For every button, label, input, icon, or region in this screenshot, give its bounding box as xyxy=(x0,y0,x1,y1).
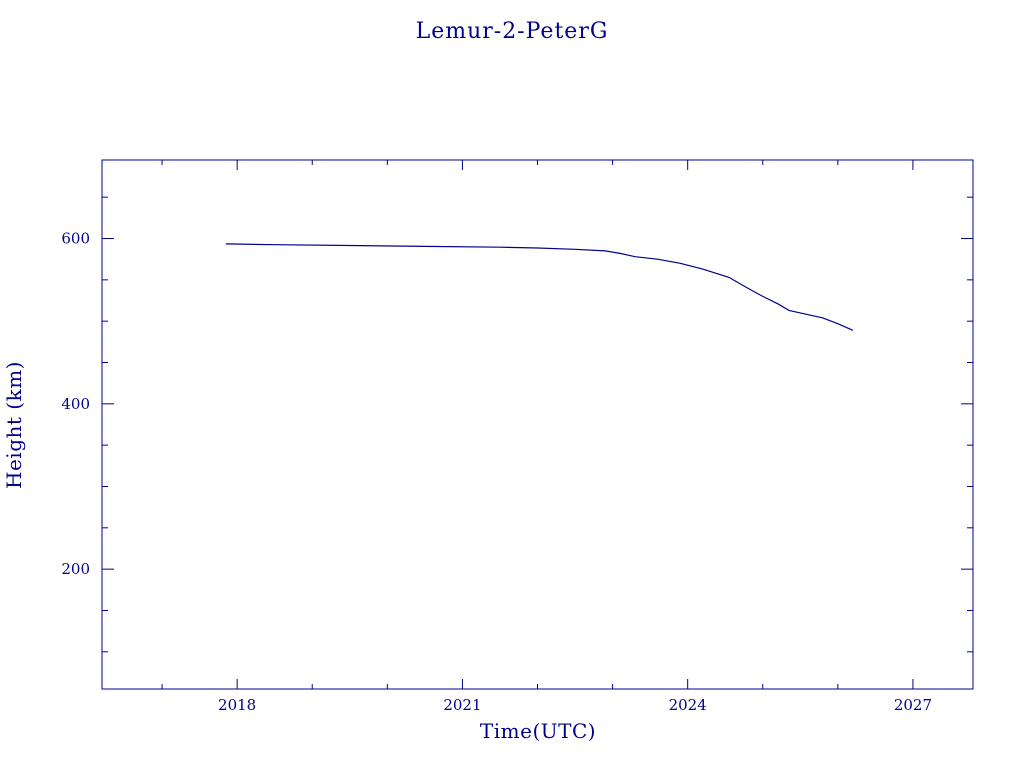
y-tick-label: 200 xyxy=(61,560,90,578)
y-tick-label: 600 xyxy=(61,230,90,248)
x-tick-label: 2021 xyxy=(443,696,481,714)
series-line-height xyxy=(225,243,854,331)
x-tick-labels: 2018 2021 2024 2027 xyxy=(218,696,932,714)
tick-marks xyxy=(102,160,973,689)
y-axis-label: Height (km) xyxy=(2,361,26,489)
x-tick-label: 2018 xyxy=(218,696,256,714)
y-tick-label: 400 xyxy=(61,395,90,413)
x-tick-label: 2024 xyxy=(669,696,707,714)
x-tick-label: 2027 xyxy=(894,696,932,714)
x-axis-label: Time(UTC) xyxy=(480,719,596,743)
chart-title: Lemur-2-PeterG xyxy=(416,19,609,44)
y-tick-labels: 200 400 600 xyxy=(61,230,90,579)
plot-frame xyxy=(101,159,974,690)
